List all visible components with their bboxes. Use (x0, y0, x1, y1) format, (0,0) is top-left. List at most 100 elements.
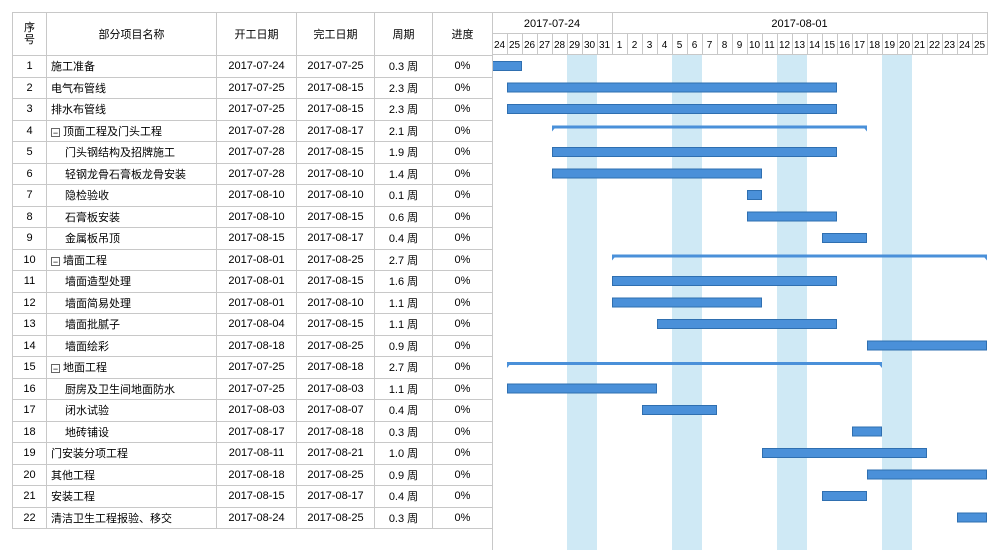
row-end-date: 2017-08-21 (296, 442, 375, 465)
day-label: 5 (677, 40, 683, 51)
task-bar[interactable] (867, 340, 987, 351)
weekend-band (792, 55, 807, 550)
task-bar[interactable] (657, 319, 837, 329)
column-header-end[interactable]: 完工日期 (296, 12, 375, 56)
task-bar[interactable] (552, 168, 762, 179)
row-name: 墙面造型处理 (46, 270, 217, 293)
table-row[interactable]: 10− 墙面工程 2017-08-01 2017-08-25 2.7 周 0% (12, 248, 493, 271)
day-label: 7 (707, 40, 713, 51)
summary-bar[interactable] (612, 254, 987, 258)
task-bar[interactable] (747, 211, 837, 222)
task-bar[interactable] (867, 469, 987, 480)
row-seq: 17 (12, 399, 47, 422)
table-row[interactable]: 5 门头钢结构及招牌施工 2017-07-28 2017-08-15 1.9 周 0% (12, 141, 493, 164)
task-name: 隐检验收 (65, 190, 109, 203)
task-bar[interactable] (762, 448, 927, 458)
row-name: − 墙面工程 (46, 248, 217, 271)
row-end-date: 2017-08-18 (296, 356, 375, 379)
row-end-date: 2017-08-10 (296, 162, 375, 185)
summary-bar-end-cap (982, 254, 987, 261)
task-bar[interactable] (492, 61, 522, 71)
row-seq: 7 (12, 184, 47, 207)
table-row[interactable]: 20 其他工程 2017-08-18 2017-08-25 0.9 周 0% (12, 463, 493, 486)
table-row[interactable]: 13 墙面批腻子 2017-08-04 2017-08-15 1.1 周 0% (12, 313, 493, 336)
row-start-date: 2017-08-01 (216, 291, 297, 314)
row-duration: 1.1 周 (374, 291, 433, 314)
table-row[interactable]: 9 金属板吊顶 2017-08-15 2017-08-17 0.4 周 0% (12, 227, 493, 250)
column-header-duration[interactable]: 周期 (374, 12, 433, 56)
column-header-name[interactable]: 部分项目名称 (46, 12, 217, 56)
column-header-progress[interactable]: 进度 (432, 12, 493, 56)
row-name: 门头钢结构及招牌施工 (46, 141, 217, 164)
task-bar[interactable] (822, 491, 867, 501)
row-progress: 0% (432, 98, 493, 121)
row-name: 闭水试验 (46, 399, 217, 422)
table-row[interactable]: 21 安装工程 2017-08-15 2017-08-17 0.4 周 0% (12, 485, 493, 508)
row-name: 其他工程 (46, 463, 217, 486)
collapse-toggle-icon[interactable]: − (51, 127, 60, 138)
task-name: 墙面简易处理 (65, 297, 131, 310)
day-label: 30 (584, 40, 596, 51)
table-row[interactable]: 16 厨房及卫生间地面防水 2017-07-25 2017-08-03 1.1 周 0% (12, 377, 493, 400)
table-row[interactable]: 12 墙面简易处理 2017-08-01 2017-08-10 1.1 周 0% (12, 291, 493, 314)
table-row[interactable]: 2 电气布管线 2017-07-25 2017-08-15 2.3 周 0% (12, 76, 493, 99)
collapse-toggle-icon[interactable]: − (51, 256, 60, 267)
row-end-date: 2017-08-15 (296, 141, 375, 164)
table-row[interactable]: 4− 顶面工程及门头工程 2017-07-28 2017-08-17 2.1 周 0% (12, 119, 493, 142)
table-row[interactable]: 17 闭水试验 2017-08-03 2017-08-07 0.4 周 0% (12, 399, 493, 422)
row-progress: 0% (432, 442, 493, 465)
table-row[interactable]: 18 地砖铺设 2017-08-17 2017-08-18 0.3 周 0% (12, 420, 493, 443)
column-header-start[interactable]: 开工日期 (216, 12, 297, 56)
table-row[interactable]: 7 隐检验收 2017-08-10 2017-08-10 0.1 周 0% (12, 184, 493, 207)
task-bar[interactable] (957, 512, 987, 523)
table-row[interactable]: 19 门安装分项工程 2017-08-11 2017-08-21 1.0 周 0% (12, 442, 493, 465)
task-name: 闭水试验 (65, 405, 109, 418)
task-bar[interactable] (552, 147, 837, 157)
row-duration: 1.0 周 (374, 442, 433, 465)
day-label: 3 (647, 40, 653, 51)
row-start-date: 2017-07-25 (216, 98, 297, 121)
task-bar[interactable] (852, 426, 882, 437)
task-name: 石膏板安装 (65, 211, 120, 224)
summary-bar-start-cap (612, 254, 617, 261)
row-name: 墙面绘彩 (46, 334, 217, 357)
task-bar[interactable] (747, 190, 762, 200)
day-label: 13 (794, 40, 806, 51)
table-row[interactable]: 22 清洁卫生工程报验、移交 2017-08-24 2017-08-25 0.3 周 0% (12, 506, 493, 529)
summary-bar[interactable] (552, 125, 867, 129)
row-end-date: 2017-08-10 (296, 184, 375, 207)
row-progress: 0% (432, 463, 493, 486)
task-bar[interactable] (507, 383, 657, 394)
task-bar[interactable] (612, 297, 762, 308)
collapse-toggle-icon[interactable]: − (51, 364, 60, 375)
row-name: 安装工程 (46, 485, 217, 508)
task-bar[interactable] (642, 405, 717, 415)
task-bar[interactable] (612, 276, 837, 286)
day-label: 25 (509, 40, 521, 51)
task-name: 墙面绘彩 (65, 340, 109, 353)
task-bar[interactable] (822, 233, 867, 243)
row-name: 厨房及卫生间地面防水 (46, 377, 217, 400)
row-name: 施工准备 (46, 55, 217, 78)
row-seq: 14 (12, 334, 47, 357)
table-row[interactable]: 6 轻钢龙骨石膏板龙骨安装 2017-07-28 2017-08-10 1.4 周 0% (12, 162, 493, 185)
table-row[interactable]: 3 排水布管线 2017-07-25 2017-08-15 2.3 周 0% (12, 98, 493, 121)
row-seq: 16 (12, 377, 47, 400)
summary-bar[interactable] (507, 362, 882, 365)
table-row[interactable]: 14 墙面绘彩 2017-08-18 2017-08-25 0.9 周 0% (12, 334, 493, 357)
table-row[interactable]: 1 施工准备 2017-07-24 2017-07-25 0.3 周 0% (12, 55, 493, 78)
task-name: 顶面工程及门头工程 (63, 125, 162, 138)
row-progress: 0% (432, 420, 493, 443)
task-bar[interactable] (507, 82, 837, 93)
task-bar[interactable] (507, 104, 837, 114)
row-seq: 9 (12, 227, 47, 250)
table-row[interactable]: 15− 地面工程 2017-07-25 2017-08-18 2.7 周 0% (12, 356, 493, 379)
row-progress: 0% (432, 76, 493, 99)
row-duration: 0.4 周 (374, 485, 433, 508)
table-row[interactable]: 11 墙面造型处理 2017-08-01 2017-08-15 1.6 周 0% (12, 270, 493, 293)
row-duration: 0.6 周 (374, 205, 433, 228)
table-row[interactable]: 8 石膏板安装 2017-08-10 2017-08-15 0.6 周 0% (12, 205, 493, 228)
day-label: 24 (959, 40, 971, 51)
row-end-date: 2017-08-25 (296, 334, 375, 357)
column-header-seq[interactable]: 序 号 (12, 12, 47, 56)
